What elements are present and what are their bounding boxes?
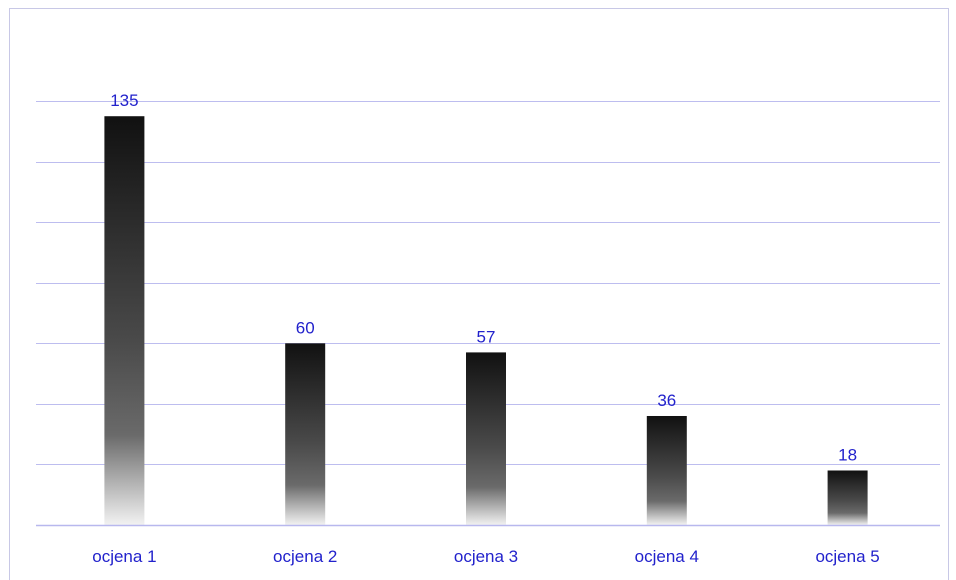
x-tick-label-1: ocjena 1 bbox=[92, 547, 156, 566]
bar-3 bbox=[466, 352, 506, 525]
x-tick-label-3: ocjena 3 bbox=[454, 547, 518, 566]
data-label-1: 135 bbox=[110, 91, 138, 110]
data-label-3: 57 bbox=[477, 327, 496, 346]
x-tick-label-4: ocjena 4 bbox=[635, 547, 699, 566]
bars bbox=[104, 116, 868, 525]
bar-4 bbox=[646, 415, 687, 525]
data-labels: 135 60 57 36 18 bbox=[110, 91, 857, 464]
data-label-5: 18 bbox=[838, 445, 857, 464]
bar-5 bbox=[827, 470, 868, 525]
x-axis-tick-labels: ocjena 1 ocjena 2 ocjena 3 ocjena 4 ocjena 5 bbox=[92, 547, 879, 566]
bar-2 bbox=[285, 343, 326, 525]
bar-1 bbox=[104, 116, 145, 525]
x-tick-label-5: ocjena 5 bbox=[815, 547, 879, 566]
x-tick-label-2: ocjena 2 bbox=[273, 547, 337, 566]
data-label-2: 60 bbox=[296, 318, 315, 337]
data-label-4: 36 bbox=[657, 391, 676, 410]
